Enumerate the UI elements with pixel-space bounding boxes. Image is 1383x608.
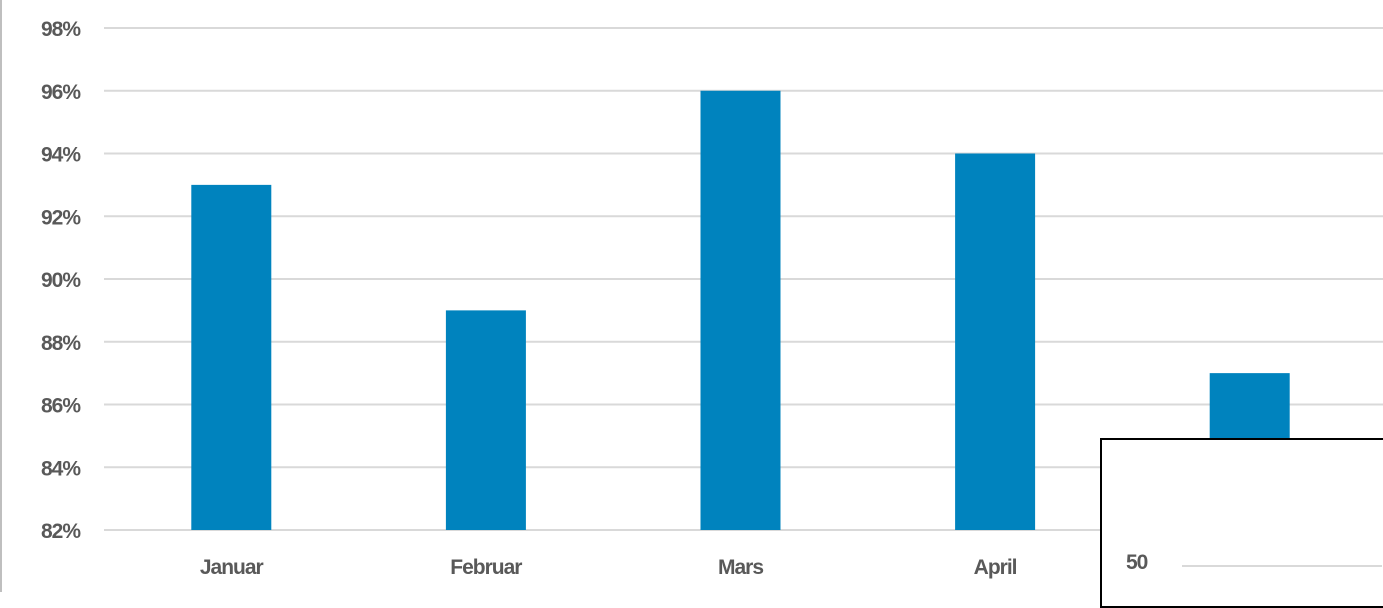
overlay-y-tick-label: 50 [1126, 551, 1148, 574]
x-tick-label: Januar [200, 556, 264, 579]
x-tick-label: Februar [450, 556, 522, 579]
overlay-chart-panel: 50 [1100, 438, 1383, 608]
x-tick-label: April [974, 556, 1017, 579]
y-axis-tick-labels: 82% 84% 86% 88% 90% 92% 94% 96% 98% [41, 18, 82, 543]
y-tick-label: 82% [41, 520, 81, 543]
y-tick-label: 92% [41, 206, 81, 229]
bar [955, 153, 1036, 530]
bar [191, 184, 272, 530]
y-tick-label: 86% [41, 395, 81, 418]
x-tick-label: Mars [718, 556, 763, 579]
y-tick-label: 84% [41, 457, 81, 480]
overlay-gridline [1182, 565, 1382, 567]
bar [700, 90, 781, 530]
bar [445, 310, 526, 530]
y-tick-label: 88% [41, 332, 81, 355]
y-tick-label: 96% [41, 81, 81, 104]
y-tick-label: 98% [41, 18, 81, 41]
y-tick-label: 94% [41, 144, 81, 167]
x-axis-tick-labels: Januar Februar Mars April [200, 556, 1018, 579]
y-tick-label: 90% [41, 269, 81, 292]
left-border [0, 0, 2, 592]
